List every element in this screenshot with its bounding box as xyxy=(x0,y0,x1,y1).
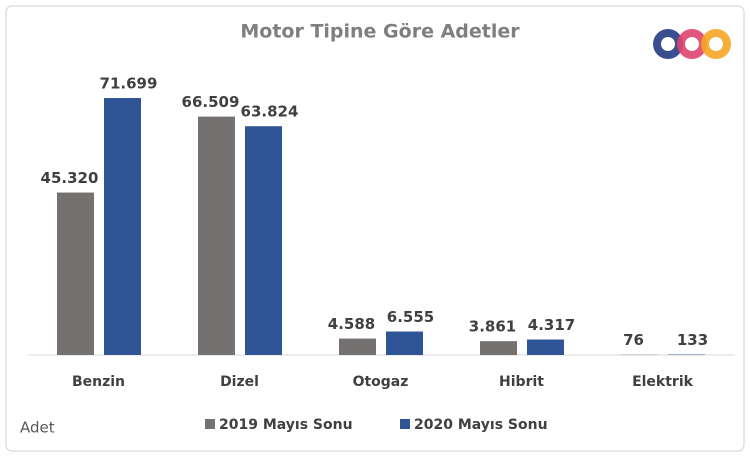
logo xyxy=(653,29,731,59)
legend-label: 2019 Mayıs Sonu xyxy=(219,417,353,433)
value-label: 6.555 xyxy=(387,308,434,326)
bar xyxy=(480,341,517,355)
bar xyxy=(245,126,282,355)
legend-swatch xyxy=(400,419,410,429)
chart-title: Motor Tipine Göre Adetler xyxy=(240,21,520,43)
value-label: 3.861 xyxy=(469,318,516,336)
logo-circle xyxy=(685,37,699,51)
value-label: 63.824 xyxy=(241,103,299,121)
value-label: 66.509 xyxy=(182,93,240,111)
value-label: 4.317 xyxy=(528,316,575,334)
bar xyxy=(527,339,564,355)
x-tick-label: Hibrit xyxy=(499,374,544,390)
value-label: 45.320 xyxy=(41,169,99,187)
value-label: 4.588 xyxy=(328,315,375,333)
x-tick-label: Otogaz xyxy=(353,374,409,390)
legend-label: 2020 Mayıs Sonu xyxy=(414,417,548,433)
value-label: 133 xyxy=(677,331,708,349)
x-tick-label: Benzin xyxy=(72,374,125,390)
bar xyxy=(104,98,141,355)
y-axis-label: Adet xyxy=(20,419,55,437)
value-label: 76 xyxy=(623,331,644,349)
bar xyxy=(386,331,423,355)
x-tick-label: Elektrik xyxy=(632,374,694,390)
value-label: 71.699 xyxy=(100,75,158,93)
logo-circle xyxy=(709,37,723,51)
bar xyxy=(198,116,235,356)
x-tick-label: Dizel xyxy=(220,374,259,390)
legend-swatch xyxy=(205,419,215,429)
bar xyxy=(339,338,376,355)
bar xyxy=(57,192,94,355)
logo-circle xyxy=(661,37,675,51)
